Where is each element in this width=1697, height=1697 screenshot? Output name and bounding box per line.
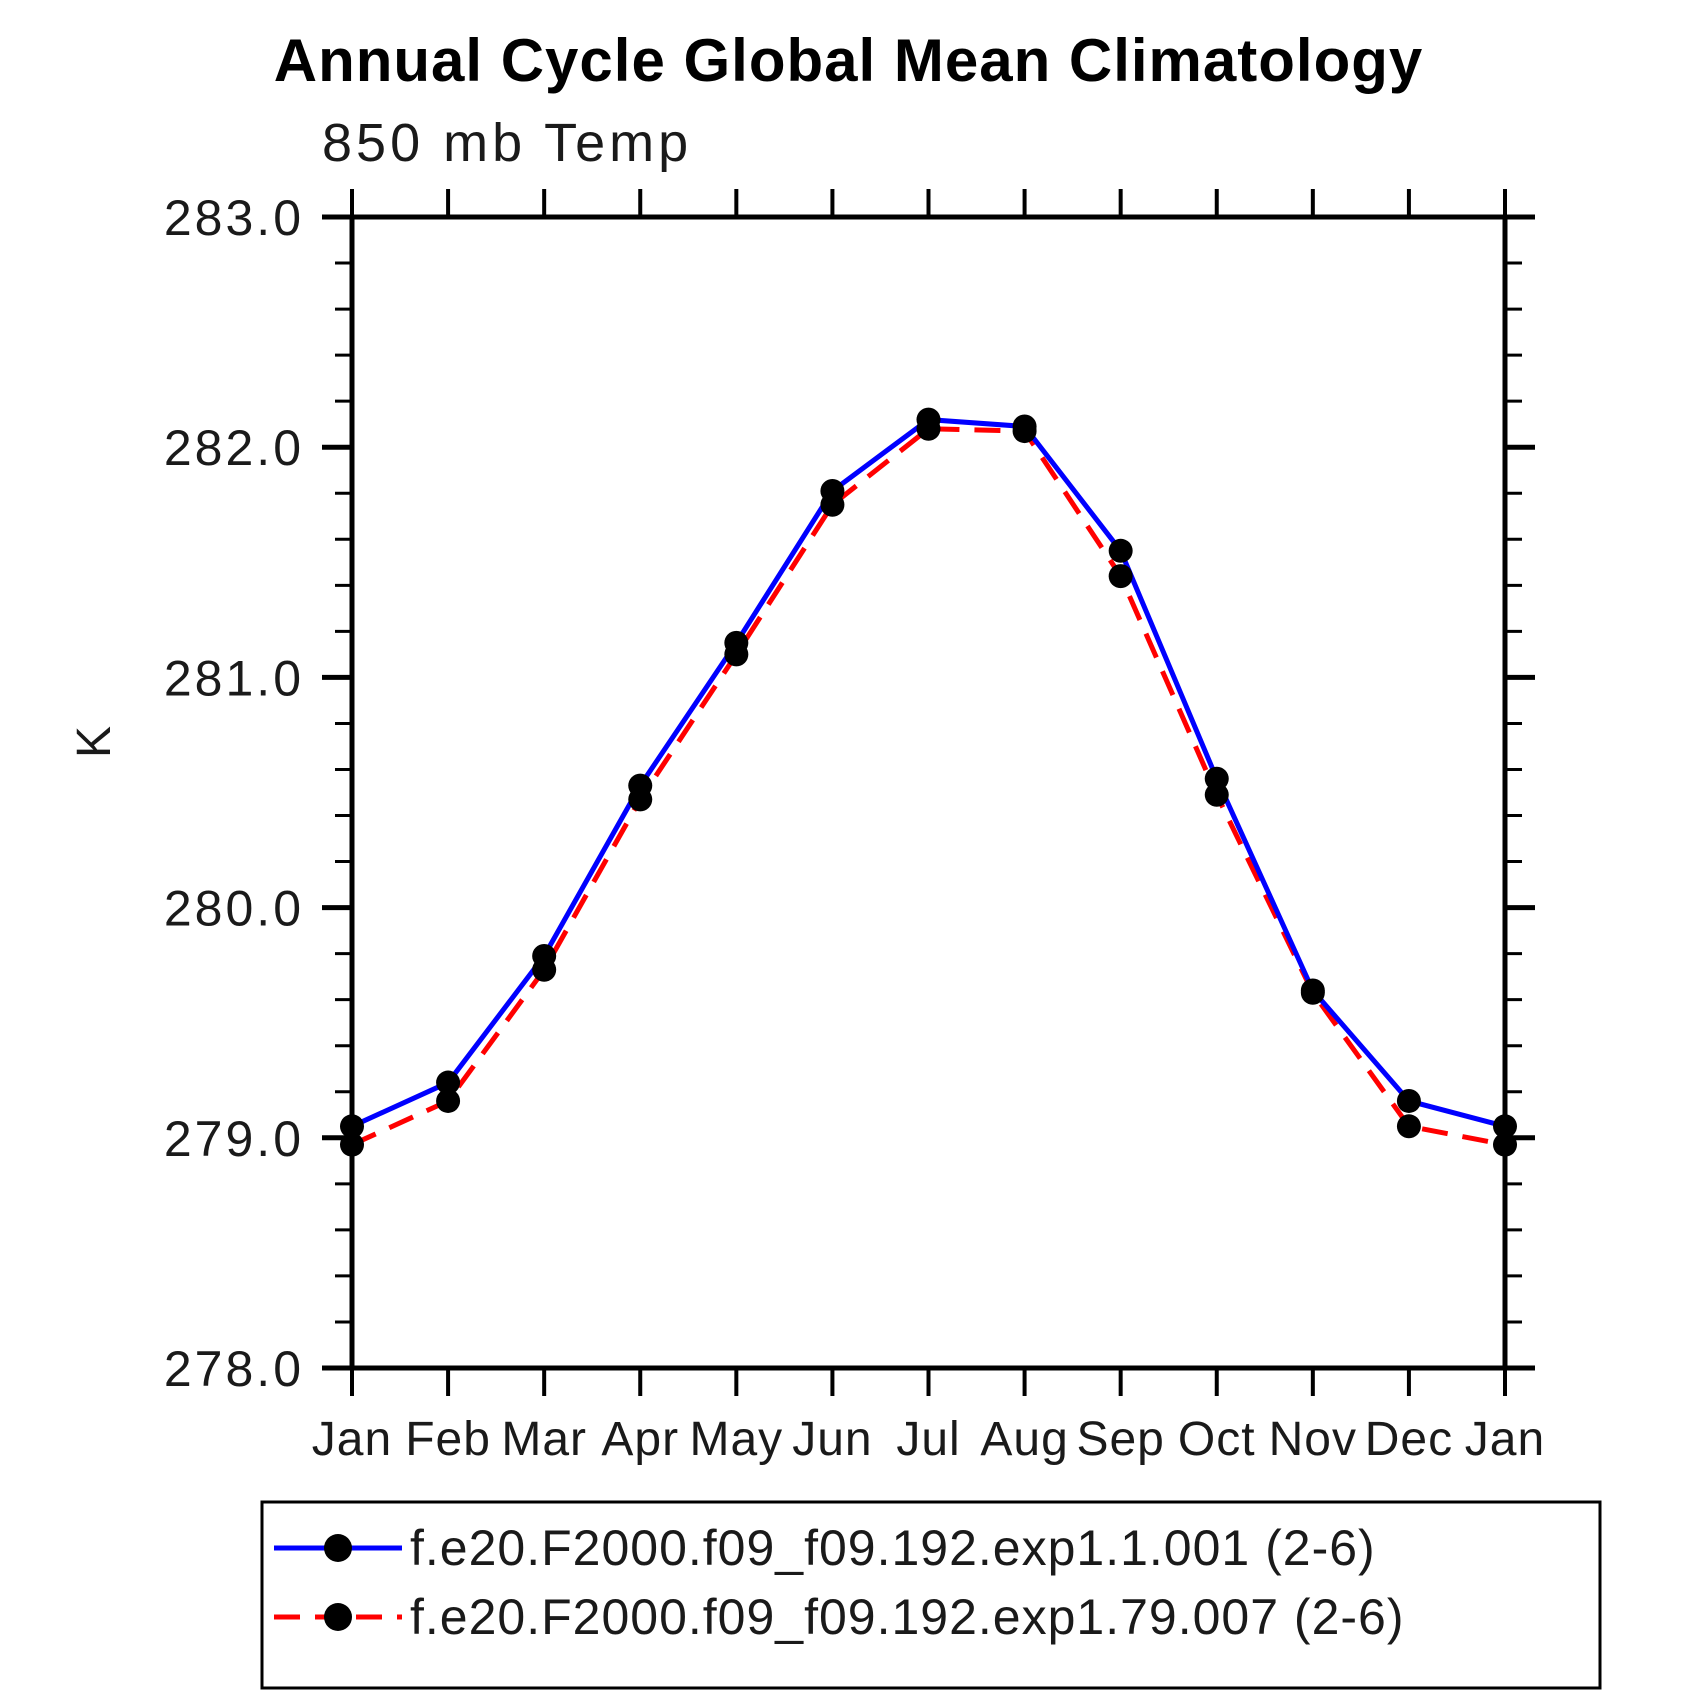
- x-tick-label-dec-11: Dec: [1365, 1413, 1453, 1466]
- x-tick-label-jan-12: Jan: [1465, 1413, 1545, 1466]
- data-point-marker-s2-11: [1396, 1114, 1421, 1139]
- y-tick-label: 280.0: [164, 881, 304, 937]
- x-tick-label-oct-9: Oct: [1178, 1413, 1256, 1466]
- data-point-marker-s2-2: [532, 957, 557, 982]
- x-tick-label-jul-6: Jul: [896, 1413, 960, 1466]
- y-tick-label: 279.0: [164, 1111, 304, 1167]
- y-axis-title: K: [68, 726, 121, 758]
- data-point-marker-s2-12: [1493, 1132, 1517, 1157]
- x-tick-label-apr-3: Apr: [601, 1413, 679, 1466]
- chart-title: Annual Cycle Global Mean Climatology: [273, 27, 1424, 94]
- series-line-2: [350, 426, 1506, 1148]
- data-point-marker-s2-6: [916, 416, 941, 441]
- data-point-marker-s2-1: [436, 1088, 461, 1113]
- data-point-marker-s2-3: [628, 787, 653, 812]
- data-point-marker-s1-12: [1493, 1114, 1517, 1139]
- data-point-marker-s2-0: [340, 1132, 364, 1157]
- data-point-marker-s2-5: [820, 492, 845, 517]
- x-tick-label-nov-10: Nov: [1269, 1413, 1357, 1466]
- x-tick-label-aug-7: Aug: [980, 1413, 1068, 1466]
- plot-frame: [349, 214, 1508, 1371]
- x-tick-label-may-4: May: [689, 1413, 783, 1466]
- data-point-marker-s1-8: [1108, 538, 1133, 563]
- data-point-marker-s2-10: [1300, 980, 1325, 1005]
- data-point-marker-s2-4: [724, 642, 749, 667]
- data-point-marker-s1-11: [1396, 1088, 1421, 1113]
- x-tick-label-mar-2: Mar: [501, 1413, 587, 1466]
- data-point-marker-s2-8: [1108, 564, 1133, 589]
- x-tick-label-feb-1: Feb: [405, 1413, 491, 1466]
- y-tick-label: 283.0: [164, 190, 304, 246]
- legend-label-1: f.e20.F2000.f09_f09.192.exp1.1.001 (2-6): [410, 1520, 1376, 1576]
- x-tick-label-jun-5: Jun: [792, 1413, 872, 1466]
- y-tick-label: 282.0: [164, 420, 304, 476]
- x-tick-label-sep-8: Sep: [1076, 1413, 1164, 1466]
- legend-marker-2: [324, 1603, 352, 1631]
- data-point-marker-s1-0: [340, 1114, 364, 1139]
- data-point-marker-s2-7: [1012, 419, 1037, 444]
- data-point-marker-s1-1: [436, 1070, 461, 1095]
- data-point-marker-s2-9: [1204, 782, 1229, 807]
- chart-subtitle: 850 mb Temp: [322, 113, 693, 173]
- y-tick-label: 281.0: [164, 650, 304, 706]
- legend-marker-1: [324, 1534, 352, 1562]
- x-tick-label-jan-0: Jan: [312, 1413, 392, 1466]
- y-tick-label: 278.0: [164, 1341, 304, 1397]
- legend-box: [260, 1500, 1602, 1690]
- legend-label-2: f.e20.F2000.f09_f09.192.exp1.79.007 (2-6…: [410, 1589, 1405, 1645]
